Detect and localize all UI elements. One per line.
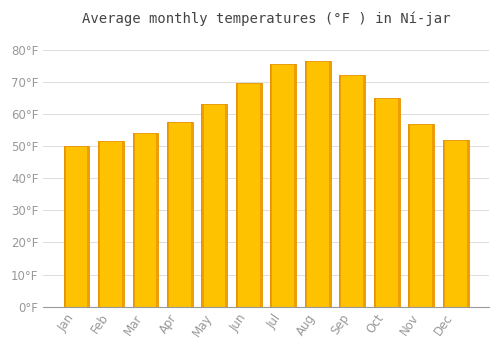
Bar [294,64,296,307]
Bar [340,76,342,307]
Bar [328,61,331,307]
Bar [156,133,158,307]
Bar [260,84,262,307]
Bar [270,64,272,307]
Bar [132,133,134,307]
Bar [466,140,468,307]
Bar [363,76,365,307]
Bar [236,84,238,307]
Bar [270,64,296,307]
Bar [202,104,203,307]
Bar [432,124,434,307]
Bar [408,124,434,307]
Bar [305,61,307,307]
Bar [64,146,66,307]
Bar [122,141,124,307]
Bar [202,104,228,307]
Bar [408,124,410,307]
Bar [64,146,90,307]
Bar [374,98,376,307]
Bar [167,122,193,307]
Bar [191,122,193,307]
Bar [98,141,124,307]
Bar [226,104,228,307]
Title: Average monthly temperatures (°F ) in Ní‐jar: Average monthly temperatures (°F ) in Ní… [82,11,450,26]
Bar [443,140,468,307]
Bar [98,141,100,307]
Bar [398,98,400,307]
Bar [88,146,90,307]
Bar [132,133,158,307]
Bar [236,84,262,307]
Bar [340,76,365,307]
Bar [167,122,169,307]
Bar [374,98,400,307]
Bar [443,140,445,307]
Bar [305,61,331,307]
